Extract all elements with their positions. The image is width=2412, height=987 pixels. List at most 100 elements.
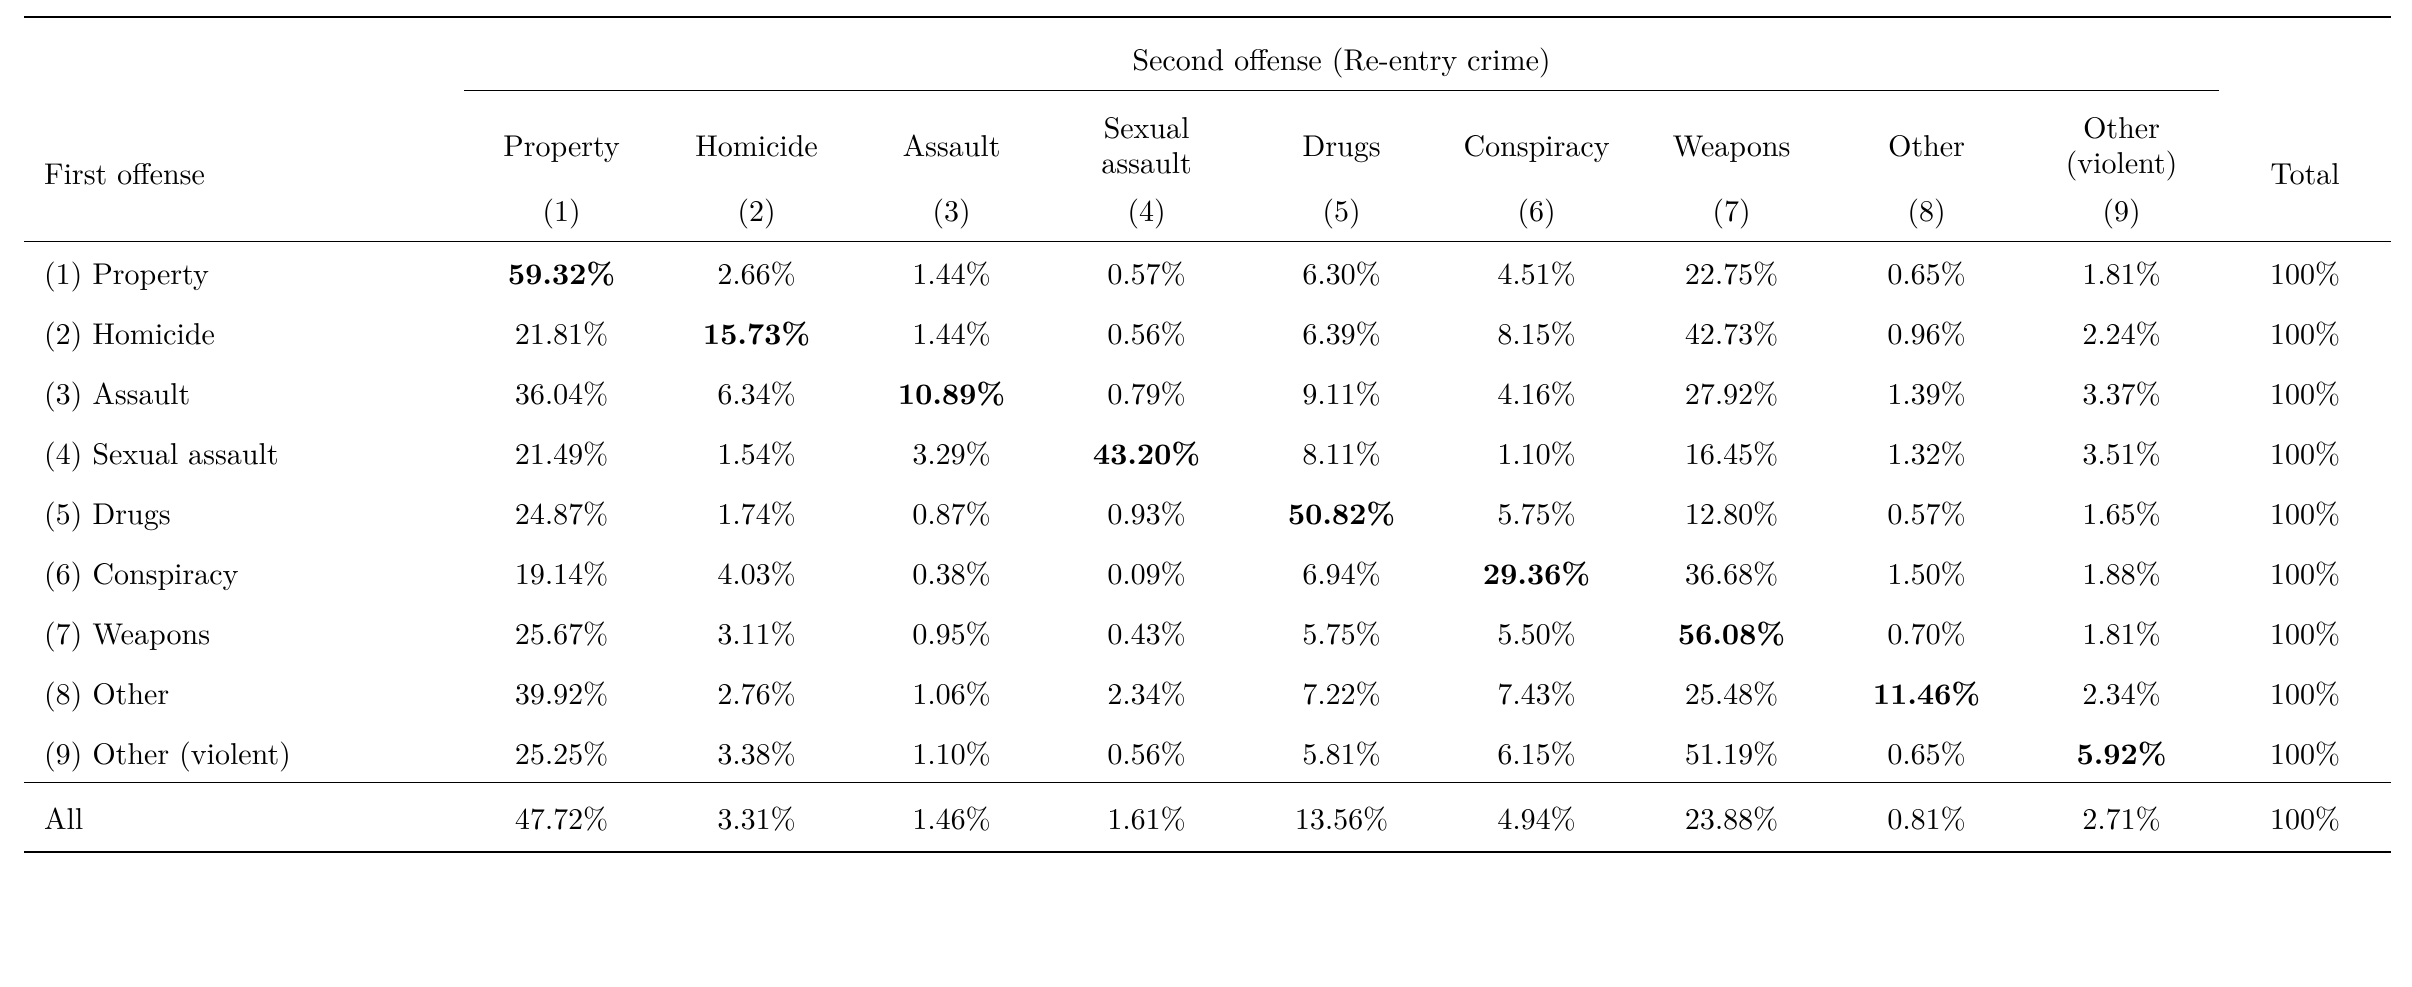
summary-total: 100%	[2219, 783, 2391, 851]
row-label: (6) Conspiracy	[24, 542, 464, 602]
row-total: 100%	[2219, 302, 2391, 362]
data-cell: 25.67%	[464, 602, 659, 662]
col-header-line1: Property	[503, 122, 619, 165]
data-cell: 5.81%	[1244, 722, 1439, 783]
col-header-num: (7)	[1634, 185, 1829, 242]
data-cell: 1.50%	[1829, 542, 2024, 602]
data-cell: 0.56%	[1049, 722, 1244, 783]
data-cell: 2.24%	[2024, 302, 2219, 362]
data-cell: 21.49%	[464, 422, 659, 482]
data-cell: 1.06%	[854, 662, 1049, 722]
data-cell: 0.65%	[1829, 242, 2024, 302]
row-label: (5) Drugs	[24, 482, 464, 542]
data-cell: 0.87%	[854, 482, 1049, 542]
data-cell: 0.57%	[1829, 482, 2024, 542]
data-cell: 0.96%	[1829, 302, 2024, 362]
data-cell: 27.92%	[1634, 362, 1829, 422]
data-cell: 0.65%	[1829, 722, 2024, 783]
data-cell: 0.38%	[854, 542, 1049, 602]
col-header-num: (4)	[1049, 185, 1244, 242]
row-label: (7) Weapons	[24, 602, 464, 662]
data-cell: 36.04%	[464, 362, 659, 422]
data-cell: 11.46%	[1829, 662, 2024, 722]
data-cell: 21.81%	[464, 302, 659, 362]
data-cell: 12.80%	[1634, 482, 1829, 542]
data-cell: 15.73%	[659, 302, 854, 362]
data-cell: 1.44%	[854, 302, 1049, 362]
row-label: (3) Assault	[24, 362, 464, 422]
row-total: 100%	[2219, 662, 2391, 722]
col-header-line2: (violent)	[2066, 139, 2178, 182]
col-header-line1: Conspiracy	[1463, 122, 1609, 165]
summary-row: All 47.72% 3.31% 1.46% 1.61% 13.56% 4.94…	[24, 783, 2391, 851]
row-total: 100%	[2219, 722, 2391, 783]
col-header-line1: Weapons	[1673, 122, 1791, 165]
row-total: 100%	[2219, 362, 2391, 422]
data-cell: 3.37%	[2024, 362, 2219, 422]
data-cell: 8.11%	[1244, 422, 1439, 482]
table-body: (1) Property59.32%2.66%1.44%0.57%6.30%4.…	[24, 242, 2391, 783]
data-cell: 1.10%	[1439, 422, 1634, 482]
data-cell: 3.38%	[659, 722, 854, 783]
data-cell: 25.25%	[464, 722, 659, 783]
table-container: Second offense (Re-entry crime) First of…	[0, 0, 2412, 877]
col-header-line1: Other	[1888, 122, 1965, 165]
data-cell: 51.19%	[1634, 722, 1829, 783]
summary-cell: 23.88%	[1634, 783, 1829, 851]
col-header: Other (violent)	[2024, 91, 2219, 185]
data-cell: 0.57%	[1049, 242, 1244, 302]
data-cell: 3.11%	[659, 602, 854, 662]
row-total: 100%	[2219, 422, 2391, 482]
data-cell: 9.11%	[1244, 362, 1439, 422]
col-header: Conspiracy	[1439, 91, 1634, 185]
row-total: 100%	[2219, 602, 2391, 662]
row-total: 100%	[2219, 542, 2391, 602]
data-cell: 1.10%	[854, 722, 1049, 783]
spanner-title: Second offense (Re-entry crime)	[464, 18, 2219, 91]
col-header-num: (3)	[854, 185, 1049, 242]
data-cell: 5.75%	[1244, 602, 1439, 662]
col-header: Drugs	[1244, 91, 1439, 185]
total-title: Total	[2219, 91, 2391, 241]
data-cell: 4.51%	[1439, 242, 1634, 302]
data-cell: 1.65%	[2024, 482, 2219, 542]
crime-transition-table: Second offense (Re-entry crime) First of…	[24, 16, 2391, 853]
data-cell: 1.81%	[2024, 602, 2219, 662]
data-cell: 5.92%	[2024, 722, 2219, 783]
col-header: Weapons	[1634, 91, 1829, 185]
data-cell: 5.75%	[1439, 482, 1634, 542]
data-cell: 56.08%	[1634, 602, 1829, 662]
summary-cell: 47.72%	[464, 783, 659, 851]
data-cell: 0.95%	[854, 602, 1049, 662]
data-cell: 50.82%	[1244, 482, 1439, 542]
data-cell: 4.03%	[659, 542, 854, 602]
data-cell: 42.73%	[1634, 302, 1829, 362]
data-cell: 0.79%	[1049, 362, 1244, 422]
table-header: Second offense (Re-entry crime) First of…	[24, 17, 2391, 242]
data-cell: 7.22%	[1244, 662, 1439, 722]
table-row: (5) Drugs24.87%1.74%0.87%0.93%50.82%5.75…	[24, 482, 2391, 542]
data-cell: 29.36%	[1439, 542, 1634, 602]
data-cell: 6.30%	[1244, 242, 1439, 302]
row-total: 100%	[2219, 482, 2391, 542]
summary-cell: 4.94%	[1439, 783, 1634, 851]
table-row: (4) Sexual assault21.49%1.54%3.29%43.20%…	[24, 422, 2391, 482]
data-cell: 8.15%	[1439, 302, 1634, 362]
data-cell: 0.70%	[1829, 602, 2024, 662]
col-header-line2: assault	[1101, 139, 1191, 182]
col-header-num: (1)	[464, 185, 659, 242]
data-cell: 16.45%	[1634, 422, 1829, 482]
table-row: (2) Homicide21.81%15.73%1.44%0.56%6.39%8…	[24, 302, 2391, 362]
data-cell: 39.92%	[464, 662, 659, 722]
table-row: (1) Property59.32%2.66%1.44%0.57%6.30%4.…	[24, 242, 2391, 302]
data-cell: 25.48%	[1634, 662, 1829, 722]
data-cell: 2.76%	[659, 662, 854, 722]
data-cell: 36.68%	[1634, 542, 1829, 602]
col-header: Other	[1829, 91, 2024, 185]
data-cell: 0.93%	[1049, 482, 1244, 542]
data-cell: 2.34%	[2024, 662, 2219, 722]
summary-cell: 13.56%	[1244, 783, 1439, 851]
data-cell: 1.74%	[659, 482, 854, 542]
data-cell: 1.88%	[2024, 542, 2219, 602]
data-cell: 3.29%	[854, 422, 1049, 482]
